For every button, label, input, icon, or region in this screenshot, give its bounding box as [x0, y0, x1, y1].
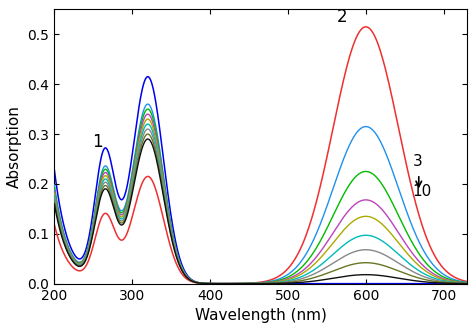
Y-axis label: Absorption: Absorption: [7, 105, 22, 188]
Text: 2: 2: [337, 8, 347, 26]
Text: 1: 1: [92, 133, 102, 150]
Text: 3: 3: [412, 154, 422, 170]
X-axis label: Wavelength (nm): Wavelength (nm): [195, 308, 327, 323]
Text: 10: 10: [412, 184, 432, 199]
